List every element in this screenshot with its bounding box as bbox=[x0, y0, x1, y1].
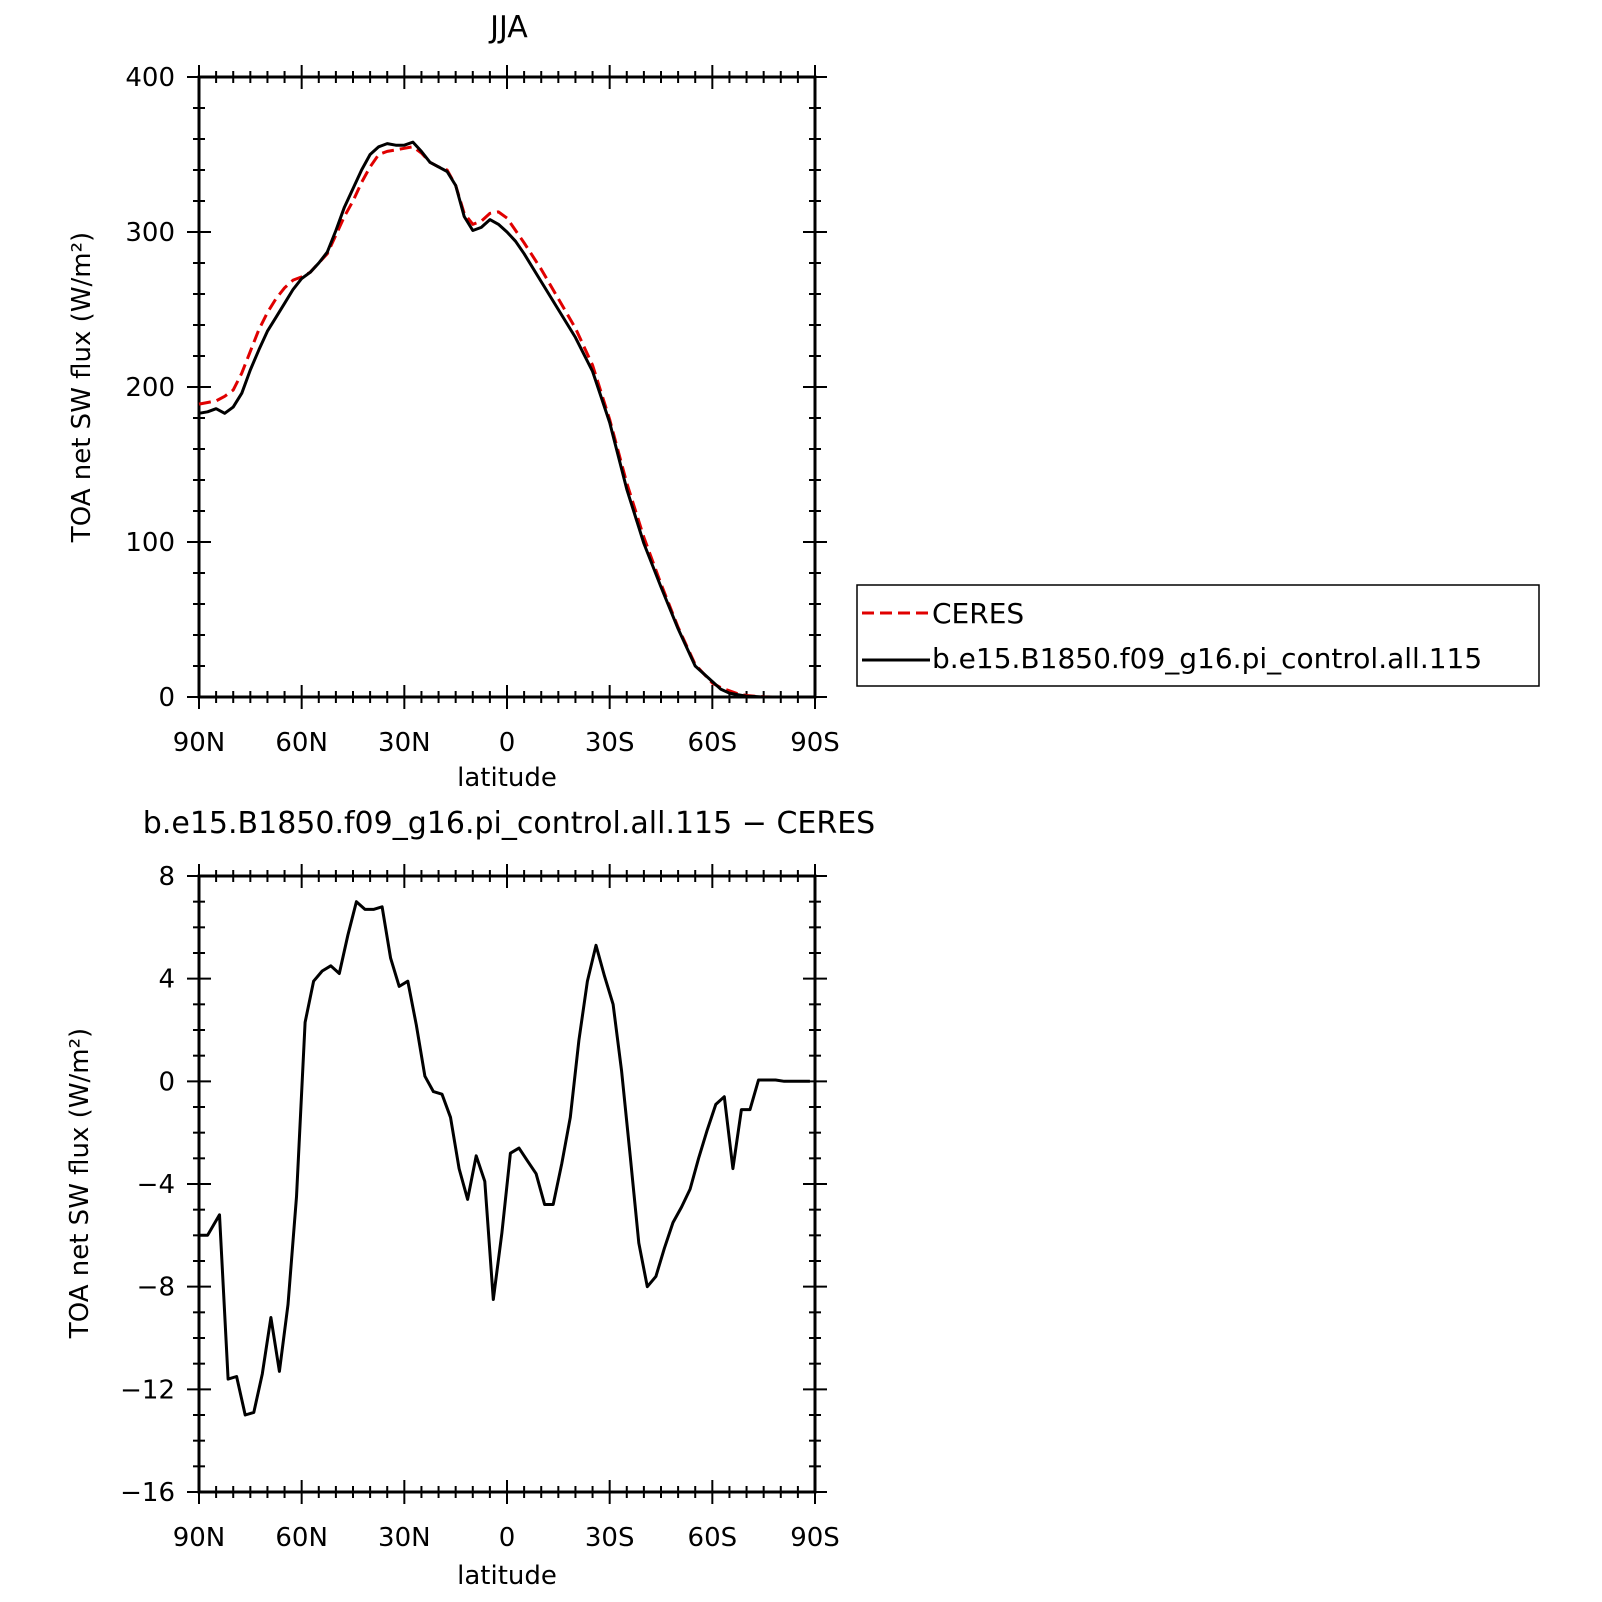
bottom-panel-y-axis-label: TOA net SW flux (W/m²) bbox=[65, 1028, 95, 1339]
bottom-panel-y-tick-label: −4 bbox=[137, 1170, 175, 1200]
legend: CERES b.e15.B1850.f09_g16.pi_control.all… bbox=[856, 584, 1540, 687]
bottom-panel-x-tick-label: 90S bbox=[790, 1523, 840, 1553]
top-panel-series-line-1 bbox=[198, 140, 815, 699]
bottom-panel-y-tick-label: −8 bbox=[137, 1273, 175, 1303]
bottom-panel-x-axis-label: latitude bbox=[457, 1561, 557, 1591]
bottom-panel-ticks: 90N 60N 30N 0 30S 60S 90S 8 4 0 −4 −8 −12 −16 bbox=[120, 862, 840, 1553]
top-panel-x-tick-label: 30S bbox=[585, 728, 635, 758]
bottom-panel-y-tick-label: 0 bbox=[158, 1067, 175, 1097]
top-panel-y-tick-label: 100 bbox=[125, 528, 175, 558]
top-panel-x-tick-label: 90N bbox=[173, 728, 226, 758]
bottom-panel-x-tick-label: 0 bbox=[499, 1523, 516, 1553]
top-panel-y-axis-label: TOA net SW flux (W/m²) bbox=[67, 232, 97, 543]
top-panel-x-tick-label: 60N bbox=[275, 728, 328, 758]
top-panel-x-tick-label: 90S bbox=[790, 728, 840, 758]
top-panel-series bbox=[198, 140, 815, 699]
bottom-panel: b.e15.B1850.f09_g16.pi_control.all.115 −… bbox=[65, 806, 875, 1591]
bottom-panel-x-tick-label: 30N bbox=[378, 1523, 431, 1553]
top-panel-x-tick-label: 60S bbox=[688, 728, 738, 758]
top-panel-y-tick-label: 200 bbox=[125, 373, 175, 403]
top-panel-plot-frame bbox=[197, 75, 817, 699]
top-panel-ticks: 90N 60N 30N 0 30S 60S 90S 0 100 200 300 400 bbox=[125, 63, 839, 758]
bottom-panel-x-tick-label: 60S bbox=[688, 1523, 738, 1553]
bottom-panel-y-tick-label: −12 bbox=[120, 1375, 175, 1405]
bottom-panel-y-tick-label: −16 bbox=[120, 1478, 175, 1508]
bottom-panel-x-tick-label: 60N bbox=[275, 1523, 328, 1553]
bottom-panel-series bbox=[199, 900, 810, 1417]
legend-box bbox=[856, 584, 1540, 687]
top-panel-y-tick-label: 0 bbox=[158, 683, 175, 713]
bottom-panel-x-tick-label: 30S bbox=[585, 1523, 635, 1553]
legend-label-ceres: CERES bbox=[932, 597, 1024, 630]
top-panel: JJA 90N 60N 30N 0 30S 60S 90S 0 100 200 300 400 lat… bbox=[67, 10, 840, 793]
top-panel-x-tick-label: 0 bbox=[499, 728, 516, 758]
top-panel-x-tick-label: 30N bbox=[378, 728, 431, 758]
bottom-panel-series-line-0 bbox=[199, 900, 810, 1417]
top-panel-title: JJA bbox=[488, 10, 528, 45]
bottom-panel-y-tick-label: 8 bbox=[158, 862, 175, 892]
top-panel-y-tick-label: 300 bbox=[125, 218, 175, 248]
bottom-panel-y-tick-label: 4 bbox=[158, 965, 175, 995]
legend-label-model: b.e15.B1850.f09_g16.pi_control.all.115 bbox=[932, 642, 1482, 675]
bottom-panel-x-tick-label: 90N bbox=[173, 1523, 226, 1553]
top-panel-y-tick-label: 400 bbox=[125, 63, 175, 93]
top-panel-x-axis-label: latitude bbox=[457, 763, 557, 793]
bottom-panel-title: b.e15.B1850.f09_g16.pi_control.all.115 −… bbox=[143, 806, 875, 841]
top-panel-series-line-0 bbox=[198, 145, 815, 699]
